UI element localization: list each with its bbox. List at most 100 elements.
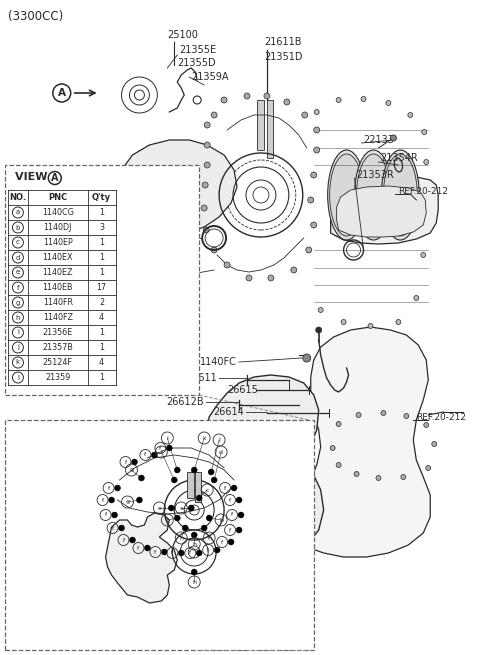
Text: b: b [16, 225, 20, 231]
Text: f: f [229, 498, 231, 502]
Text: j: j [17, 345, 19, 350]
FancyBboxPatch shape [5, 420, 314, 650]
Circle shape [386, 100, 391, 105]
FancyBboxPatch shape [5, 165, 199, 395]
Circle shape [196, 495, 202, 501]
Text: h: h [207, 536, 211, 540]
Circle shape [396, 320, 401, 324]
Text: 1: 1 [99, 343, 104, 352]
Text: 21355D: 21355D [177, 58, 216, 68]
Text: g: g [130, 468, 133, 472]
Circle shape [414, 295, 419, 301]
Polygon shape [305, 327, 430, 557]
Text: 1140CG: 1140CG [42, 208, 74, 217]
Text: f: f [101, 498, 104, 502]
Text: 26612B: 26612B [167, 397, 204, 407]
Circle shape [422, 130, 427, 134]
Polygon shape [106, 513, 177, 603]
Text: g: g [125, 500, 130, 504]
Text: A: A [58, 88, 66, 98]
Polygon shape [257, 100, 264, 150]
Polygon shape [195, 472, 201, 502]
Text: b: b [165, 517, 169, 523]
Ellipse shape [384, 154, 417, 236]
Text: 1: 1 [99, 238, 104, 247]
Text: a: a [16, 210, 20, 215]
Circle shape [174, 467, 180, 473]
Text: f: f [124, 460, 127, 464]
Text: 1140EB: 1140EB [43, 283, 73, 292]
Text: h: h [192, 580, 196, 584]
Circle shape [306, 247, 312, 253]
Text: 21421: 21421 [138, 233, 169, 243]
Text: 21611B: 21611B [264, 37, 301, 47]
Circle shape [336, 422, 341, 426]
Polygon shape [203, 375, 324, 561]
Text: i: i [167, 436, 168, 441]
Text: 21355E: 21355E [179, 45, 216, 55]
Circle shape [236, 527, 242, 533]
Ellipse shape [357, 154, 390, 236]
Text: 1140FZ: 1140FZ [43, 313, 73, 322]
Circle shape [311, 172, 317, 178]
Text: 3: 3 [99, 223, 104, 232]
Text: 21351D: 21351D [264, 52, 302, 62]
Text: j: j [218, 438, 220, 443]
Circle shape [203, 227, 209, 233]
Circle shape [244, 93, 250, 99]
Polygon shape [331, 175, 438, 244]
Text: f: f [122, 538, 124, 542]
Text: f: f [171, 550, 173, 555]
Text: VIEW: VIEW [15, 172, 51, 182]
Circle shape [264, 93, 270, 99]
Polygon shape [187, 472, 194, 498]
Text: d: d [16, 255, 20, 261]
Circle shape [161, 549, 168, 555]
Text: 26611: 26611 [186, 373, 217, 383]
Circle shape [354, 472, 359, 476]
Text: f: f [111, 525, 114, 531]
Text: A: A [51, 173, 59, 183]
Circle shape [171, 477, 177, 483]
Text: h: h [179, 536, 183, 540]
Text: 1140FC: 1140FC [200, 357, 237, 367]
Circle shape [108, 497, 115, 503]
Circle shape [426, 466, 431, 470]
Circle shape [196, 550, 202, 556]
Circle shape [115, 485, 120, 491]
Circle shape [182, 525, 188, 531]
Text: h: h [192, 542, 196, 546]
Circle shape [211, 477, 217, 483]
Circle shape [191, 569, 197, 575]
Text: REF.20-212: REF.20-212 [416, 413, 466, 422]
Circle shape [130, 537, 135, 543]
Text: f: f [159, 445, 161, 451]
Circle shape [167, 445, 172, 451]
Text: 26614: 26614 [213, 407, 244, 417]
Circle shape [291, 267, 297, 273]
Text: 17: 17 [96, 283, 107, 292]
Text: 1: 1 [99, 268, 104, 277]
Circle shape [211, 247, 217, 253]
Circle shape [401, 474, 406, 479]
Text: 1140EX: 1140EX [43, 253, 73, 262]
Ellipse shape [330, 154, 363, 236]
Polygon shape [336, 186, 426, 237]
Circle shape [111, 512, 118, 518]
Circle shape [361, 96, 366, 102]
Circle shape [236, 497, 242, 503]
Circle shape [421, 252, 426, 257]
Circle shape [228, 539, 234, 545]
Text: 21356E: 21356E [43, 328, 73, 337]
Circle shape [314, 127, 320, 133]
Text: f: f [231, 512, 233, 517]
Text: e: e [157, 506, 161, 510]
Text: 21359: 21359 [45, 373, 71, 382]
Text: 21359A: 21359A [191, 72, 228, 82]
Text: NO.: NO. [10, 193, 26, 202]
Text: 1: 1 [99, 253, 104, 262]
Circle shape [188, 505, 194, 511]
Text: c: c [16, 240, 20, 246]
Circle shape [204, 142, 210, 148]
Text: f: f [137, 546, 140, 550]
